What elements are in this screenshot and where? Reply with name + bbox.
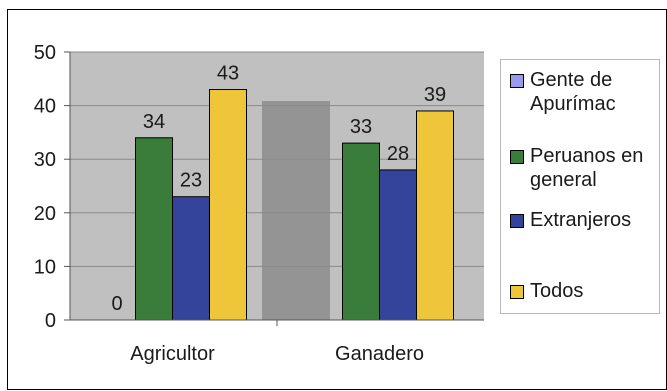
axes [64,51,484,326]
x-category-label: Ganadero [335,343,424,365]
bar [209,89,247,321]
y-tick-label: 0 [45,310,56,332]
data-label: 23 [180,170,202,192]
legend-item-todos: Todos [510,279,660,303]
smudge-overlay [262,101,330,320]
y-tick-label: 50 [34,42,56,64]
data-label: 39 [424,84,446,106]
bar [379,169,417,321]
legend-label-extranjeros: Extranjeros [530,209,632,231]
bar [172,196,210,321]
bar [416,110,454,321]
x-category-label: Agricultor [130,343,215,365]
legend: Gente de Apurímac Peruanos en general Ex… [500,59,660,314]
y-tick-label: 20 [34,203,56,225]
y-tick-labels: 0 10 20 30 40 50 [34,42,56,332]
legend-swatch-extranjeros [510,214,524,228]
legend-swatch-todos [510,285,524,299]
y-tick-label: 40 [34,96,56,118]
data-label: 34 [143,111,165,133]
legend-item-peruanos: Peruanos en general [510,144,660,192]
legend-label-todos: Todos [530,280,584,302]
data-labels: 0 34 23 43 33 28 39 [111,63,446,315]
bars [135,89,454,321]
data-label: 28 [387,143,409,165]
bar [135,137,173,321]
data-label: 0 [111,293,122,315]
legend-label-peruanos: Peruanos en general [530,145,644,191]
data-label: 33 [350,116,372,138]
legend-swatch-apurimac [510,74,524,88]
legend-label-apurimac: Gente de Apurímac [530,69,616,115]
data-label: 43 [217,63,239,85]
legend-item-extranjeros: Extranjeros [510,208,660,232]
legend-item-apurimac: Gente de Apurímac [510,68,660,116]
y-tick-label: 30 [34,149,56,171]
bar [342,142,380,321]
legend-swatch-peruanos [510,150,524,164]
x-category-labels: Agricultor Ganadero [130,343,424,365]
y-tick-label: 10 [34,256,56,278]
